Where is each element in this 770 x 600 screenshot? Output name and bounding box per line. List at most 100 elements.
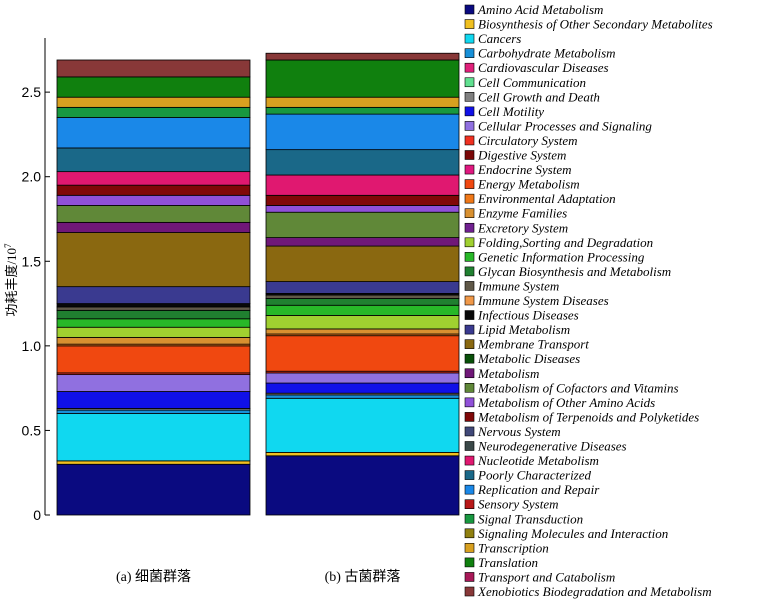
legend-label: Endocrine System	[477, 162, 572, 177]
legend-swatch	[464, 62, 475, 73]
legend-label: Cellular Processes and Signaling	[478, 118, 652, 133]
legend-label: Immune System	[477, 278, 559, 293]
legend-label: Cell Growth and Death	[478, 89, 600, 104]
bar-segment	[265, 294, 460, 299]
bar-segment	[265, 194, 460, 206]
legend-label: Infectious Diseases	[477, 308, 579, 323]
legend-label: Genetic Information Processing	[478, 249, 645, 264]
bar-segment	[56, 460, 251, 465]
bar-segment	[56, 303, 251, 308]
bar-segment	[56, 221, 251, 233]
legend-label: Membrane Transport	[477, 337, 589, 352]
legend-swatch	[464, 397, 475, 408]
legend-swatch	[464, 484, 475, 495]
bars	[56, 52, 460, 516]
bar-segment	[56, 171, 251, 186]
legend-swatch	[464, 368, 475, 379]
bar-segment	[265, 106, 460, 115]
legend-label: Translation	[478, 555, 538, 570]
legend-label: Energy Metabolism	[477, 177, 580, 192]
legend-label: Circulatory System	[478, 133, 578, 148]
bar-segment	[265, 245, 460, 282]
bar-segment	[265, 52, 460, 61]
y-tick-label: 1.0	[22, 338, 42, 354]
y-axis-label-exponent: 7	[3, 243, 13, 248]
y-axis-label: 功耗丰度/107	[3, 243, 19, 317]
legend-swatch	[464, 557, 475, 568]
legend-swatch	[464, 310, 475, 320]
legend-swatch	[464, 455, 475, 466]
legend-swatch	[464, 295, 475, 306]
legend-swatch	[464, 208, 475, 218]
bar-segment	[56, 232, 251, 288]
y-axis: 0 0.5 1.0 1.5 2.0 2.5	[22, 38, 50, 523]
legend-swatch	[464, 528, 475, 539]
bar-segment	[56, 413, 251, 462]
bar-segment	[265, 59, 460, 98]
legend-label: Cell Motility	[478, 104, 544, 119]
bar-segment	[56, 205, 251, 223]
bar-segment	[56, 286, 251, 304]
legend-label: Biosynthesis of Other Secondary Metaboli…	[478, 17, 713, 32]
legend-swatch	[464, 324, 475, 335]
bar-segment	[265, 113, 460, 151]
legend-swatch	[464, 4, 475, 15]
bar-segment	[56, 309, 251, 320]
legend-swatch	[464, 237, 475, 248]
legend-label: Transport and Catabolism	[478, 569, 615, 584]
legend-swatch	[464, 426, 475, 437]
category-labels: (a) 细菌群落 (b) 古菌群落	[116, 569, 400, 585]
legend-swatch	[464, 499, 475, 510]
legend-label: Carbohydrate Metabolism	[478, 46, 616, 61]
bar-segment	[265, 211, 460, 238]
bar-segment	[265, 372, 460, 384]
legend-swatch	[464, 572, 475, 582]
legend-swatch	[464, 353, 475, 364]
legend-swatch	[464, 470, 475, 480]
y-tick-label: 2.5	[22, 84, 42, 100]
legend-swatch	[464, 150, 475, 160]
legend-swatch	[464, 281, 475, 291]
category-label: (b) 古菌群落	[325, 569, 401, 585]
legend-swatch	[464, 252, 475, 262]
legend-swatch	[464, 33, 475, 44]
legend-swatch	[464, 222, 475, 233]
bar-segment	[265, 298, 460, 306]
legend-label: Metabolism	[477, 366, 539, 381]
y-tick-label: 0.5	[22, 422, 42, 438]
legend-label: Metabolism of Terpenoids and Polyketides	[477, 409, 699, 424]
legend-swatch	[464, 48, 475, 58]
bar-segment	[56, 147, 251, 173]
bar-segment	[265, 237, 460, 247]
bar-segment	[265, 281, 460, 294]
bar-segment	[265, 174, 460, 196]
legend-label: Amino Acid Metabolism	[477, 2, 603, 17]
legend-label: Glycan Biosynthesis and Metabolism	[478, 264, 671, 279]
legend-swatch	[464, 513, 475, 524]
legend-label: Cardiovascular Diseases	[478, 60, 609, 75]
bar-segment	[56, 463, 251, 516]
bar-segment	[265, 304, 460, 316]
legend-label: Poorly Characterized	[477, 468, 592, 483]
y-tick-label: 2.0	[22, 169, 42, 185]
legend-label: Metabolic Diseases	[477, 351, 580, 366]
legend-swatch	[464, 19, 475, 29]
legend-label: Nucleotide Metabolism	[477, 453, 599, 468]
bar-segment	[56, 374, 251, 392]
bar-segment	[56, 345, 251, 374]
legend-label: Signal Transduction	[478, 511, 583, 526]
bar-segment	[265, 328, 460, 335]
legend-swatch	[464, 106, 475, 117]
legend-swatch	[464, 193, 475, 204]
bar-segment	[56, 409, 251, 414]
bar-segment	[265, 149, 460, 176]
legend-label: Transcription	[478, 540, 549, 555]
legend-label: Xenobiotics Biodegradation and Metabolis…	[477, 584, 712, 599]
bar-segment	[265, 335, 460, 372]
legend-swatch	[464, 543, 475, 553]
legend-label: Sensory System	[478, 497, 559, 512]
bar-segment	[56, 391, 251, 409]
legend-label: Cancers	[478, 31, 521, 46]
bar-segment	[56, 336, 251, 345]
legend-label: Cell Communication	[478, 75, 586, 90]
